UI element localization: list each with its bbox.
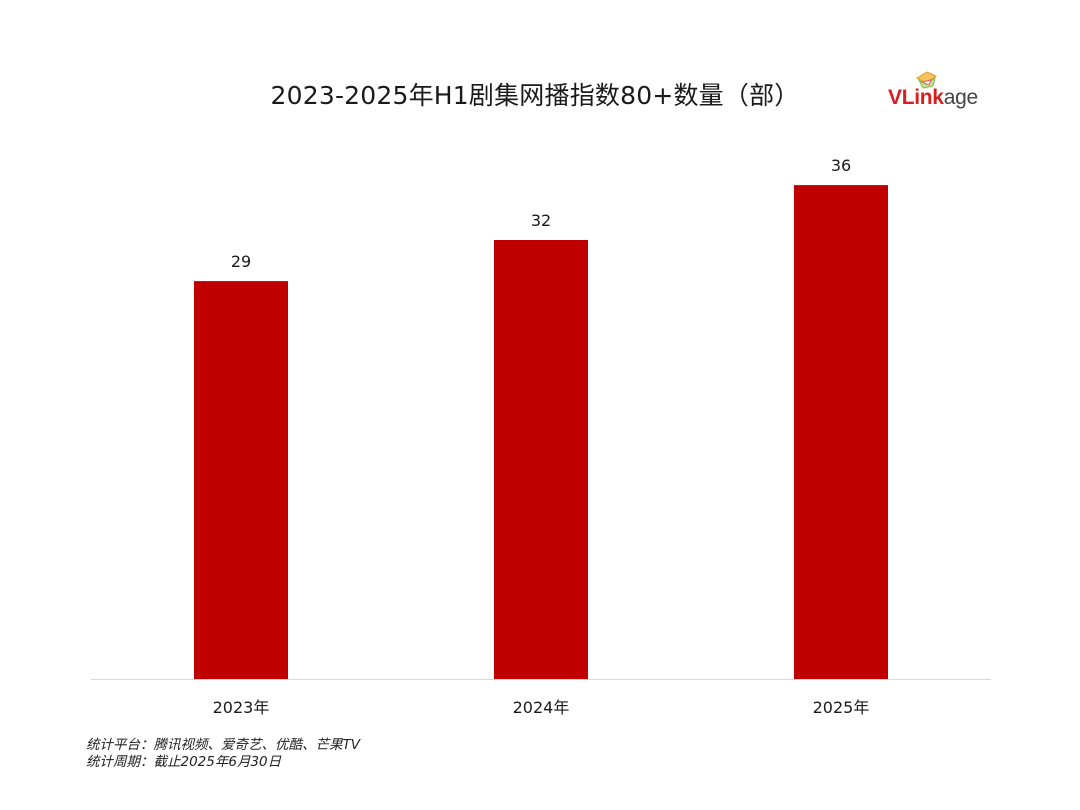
bar-value-label: 32 — [531, 211, 551, 230]
logo-age: age — [943, 86, 978, 109]
bar-2025年 — [794, 185, 888, 679]
bars-layer — [194, 185, 888, 679]
bar-value-label: 29 — [231, 252, 251, 271]
x-tick-label: 2024年 — [513, 698, 570, 717]
logo-v: V — [888, 86, 902, 109]
bar-chart: 29 32 36 2023年 2024年 2025年 — [91, 156, 991, 717]
bar-2024年 — [494, 240, 588, 679]
source-notes: 统计平台：腾讯视频、爱奇艺、优酷、芒果TV 统计周期：截止2025年6月30日 — [86, 737, 360, 771]
vlinkage-logo: VLinkage — [888, 70, 998, 114]
bar-2023年 — [194, 281, 288, 679]
x-tick-label: 2023年 — [213, 698, 270, 717]
ticks-layer: 2023年 2024年 2025年 — [213, 698, 870, 717]
chart-title: 2023-2025年H1剧集网播指数80+数量（部） — [270, 81, 800, 110]
logo-mark-icon — [916, 71, 938, 89]
bar-value-label: 36 — [831, 156, 851, 175]
platform-note: 统计平台：腾讯视频、爱奇艺、优酷、芒果TV — [86, 737, 360, 753]
labels-layer: 29 32 36 — [231, 156, 851, 271]
x-tick-label: 2025年 — [813, 698, 870, 717]
period-note: 统计周期：截止2025年6月30日 — [86, 754, 282, 770]
logo-wordmark: VLinkage — [888, 86, 978, 110]
logo-link: Link — [901, 86, 944, 109]
